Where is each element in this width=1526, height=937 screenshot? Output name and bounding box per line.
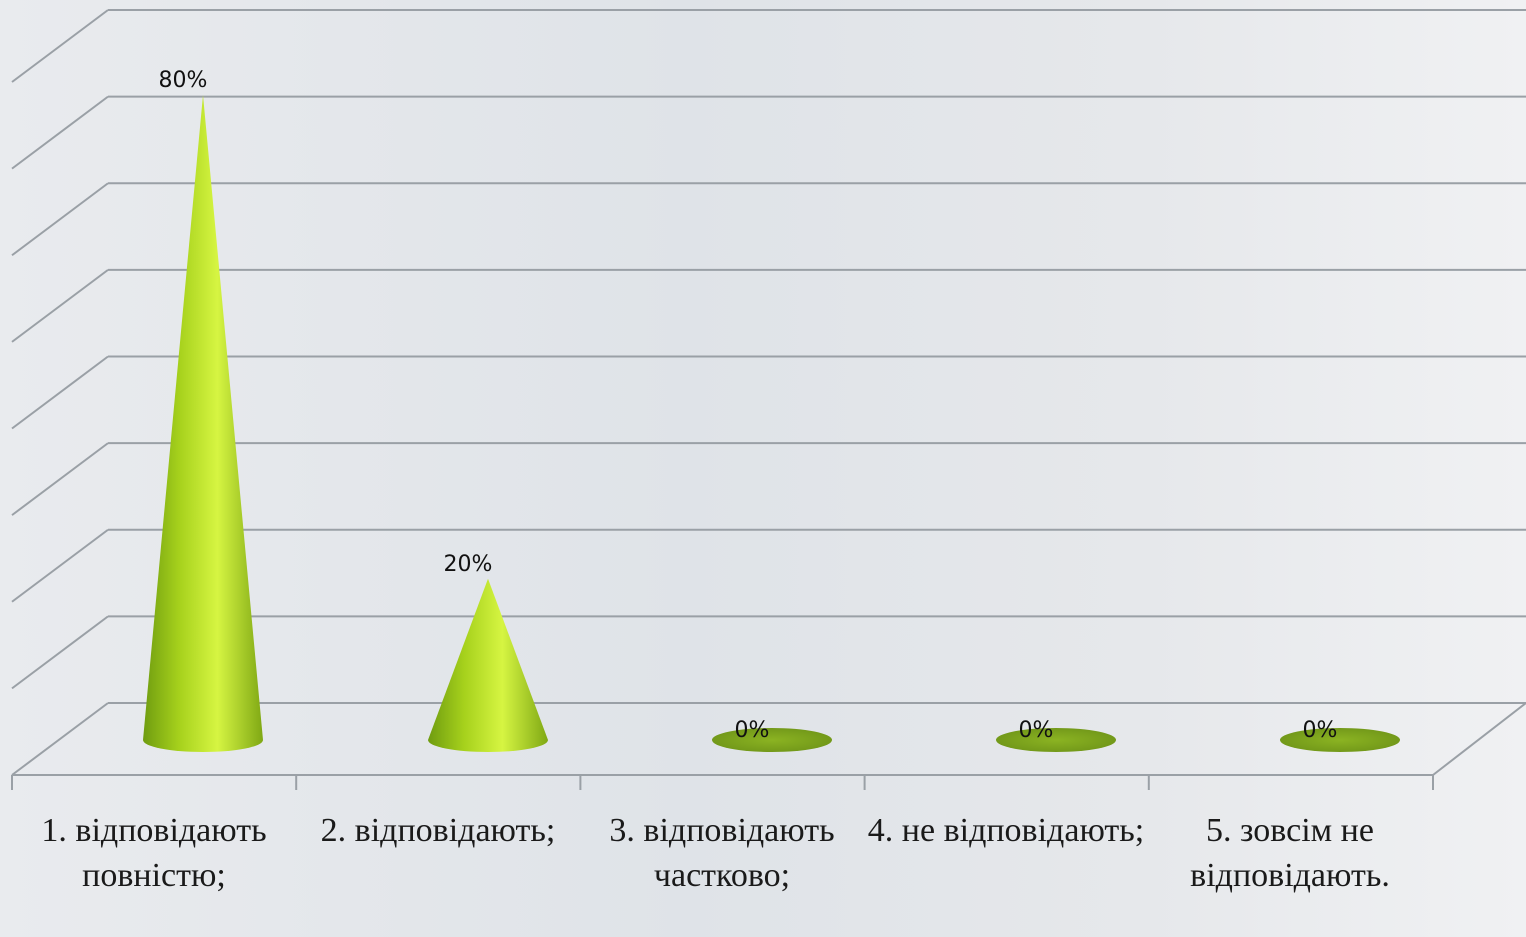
data-labels: 80% 20% 0% 0% 0% xyxy=(159,68,1338,743)
gridline-side xyxy=(11,702,109,776)
gridline-side xyxy=(11,442,109,516)
gridline-side xyxy=(11,95,109,170)
gridline-side xyxy=(11,182,109,257)
data-label-1: 80% xyxy=(159,68,208,93)
gridline-side xyxy=(11,615,109,690)
x-tick-label-3: 3. відповідають частково; xyxy=(609,812,835,894)
cone-bar-1 xyxy=(143,95,263,752)
data-label-5: 0% xyxy=(1303,718,1338,743)
gridlines xyxy=(11,9,1526,776)
gridline-side xyxy=(11,528,109,603)
gridline-side xyxy=(11,269,109,343)
chart-marks xyxy=(143,95,1400,752)
x-tick-label-2: 2. відповідають; xyxy=(320,812,556,849)
cone-bar-4 xyxy=(996,728,1116,752)
x-tick-label-4: 4. не відповідають; xyxy=(867,812,1145,849)
x-axis xyxy=(11,702,1526,790)
data-label-4: 0% xyxy=(1019,718,1054,743)
gridline-side xyxy=(11,355,109,430)
data-label-3: 0% xyxy=(735,718,770,743)
floor-edge xyxy=(1432,702,1526,776)
cone-bar-2 xyxy=(428,578,548,752)
gridline-side xyxy=(11,9,109,83)
x-tick-label-1: 1. відповідають повністю; xyxy=(41,812,267,894)
data-label-2: 20% xyxy=(444,552,493,577)
cone-bar-3 xyxy=(712,728,832,752)
cone-bar-5 xyxy=(1280,728,1400,752)
x-tick-label-5: 5. зовсім не відповідають. xyxy=(1190,812,1390,894)
